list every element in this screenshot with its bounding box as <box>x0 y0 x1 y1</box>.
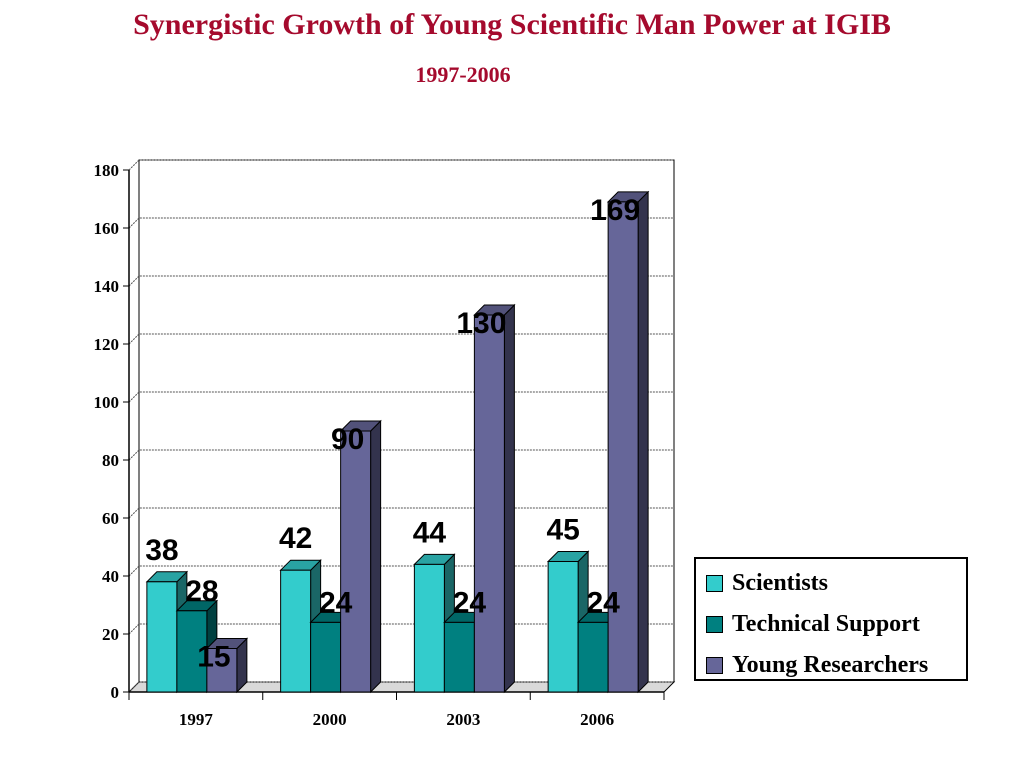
data-label: 15 <box>197 641 230 674</box>
axes: 0 20 40 60 80 100 120 140 160 180 1997 2000 2003 2006 <box>94 161 665 729</box>
gridline <box>128 217 674 229</box>
data-label: 42 <box>279 522 312 555</box>
gridline <box>128 391 674 403</box>
y-tick-label: 0 <box>111 683 120 702</box>
bar-front <box>280 569 312 693</box>
legend-swatch-young-researchers <box>706 656 723 674</box>
gridline <box>128 159 674 171</box>
bar-front <box>443 621 475 693</box>
legend-item-technical-support: Technical Support <box>706 609 920 639</box>
legend: Scientists Technical Support Young Resea… <box>694 557 968 681</box>
bar-front <box>206 648 238 693</box>
data-label: 28 <box>185 575 218 608</box>
bar-front <box>607 201 639 693</box>
bar-young-researchers-2000 <box>339 419 382 694</box>
y-tick-label: 140 <box>94 277 120 296</box>
bar-front <box>176 610 208 693</box>
bar-front <box>547 561 579 693</box>
chart-title: Synergistic Growth of Young Scientific M… <box>133 8 891 41</box>
bar-front <box>473 314 505 693</box>
gridline <box>128 449 674 461</box>
legend-item-young-researchers: Young Researchers <box>706 650 928 680</box>
data-label: 90 <box>331 423 364 456</box>
legend-swatch-technical-support <box>706 615 723 633</box>
y-tick-label: 60 <box>102 509 119 528</box>
y-tick-label: 40 <box>102 567 119 586</box>
bar-front <box>310 621 342 693</box>
data-label: 24 <box>319 586 353 619</box>
bar-young-researchers-2003 <box>473 303 516 694</box>
gridline <box>128 333 674 345</box>
bar-young-researchers-2006 <box>606 190 650 694</box>
legend-item-scientists: Scientists <box>706 568 828 598</box>
legend-label-technical-support: Technical Support <box>732 610 920 637</box>
legend-swatch-scientists <box>706 574 723 592</box>
data-label: 169 <box>590 194 640 227</box>
y-tick-label: 180 <box>94 161 120 180</box>
gridline <box>128 507 674 519</box>
x-tick-label: 2003 <box>446 710 480 729</box>
data-label: 24 <box>586 586 620 619</box>
bar-young-researchers-1997 <box>205 637 249 694</box>
bar-front <box>340 430 372 693</box>
bars <box>145 190 650 694</box>
legend-label-scientists: Scientists <box>732 569 828 596</box>
data-label: 44 <box>413 516 447 549</box>
y-tick-label: 100 <box>94 393 120 412</box>
x-tick-label: 2000 <box>313 710 347 729</box>
gridline <box>128 275 674 287</box>
plot-wall <box>138 159 675 683</box>
bar-side <box>370 419 382 694</box>
bar-side <box>637 190 649 694</box>
bar-front <box>413 563 445 693</box>
data-label: 38 <box>145 534 178 567</box>
x-tick-label: 1997 <box>179 710 214 729</box>
y-tick-label: 120 <box>94 335 120 354</box>
y-tick-label: 20 <box>102 625 119 644</box>
bar-side <box>503 303 515 694</box>
y-tick-label: 80 <box>102 451 119 470</box>
y-tick-label: 160 <box>94 219 120 238</box>
data-label: 24 <box>453 586 487 619</box>
chart-subtitle: 1997-2006 <box>415 62 511 87</box>
bar-front <box>577 621 609 693</box>
bar-front <box>146 581 178 693</box>
data-label: 130 <box>456 307 506 340</box>
x-tick-label: 2006 <box>580 710 614 729</box>
legend-label-young-researchers: Young Researchers <box>732 651 929 678</box>
data-label: 45 <box>546 514 579 547</box>
